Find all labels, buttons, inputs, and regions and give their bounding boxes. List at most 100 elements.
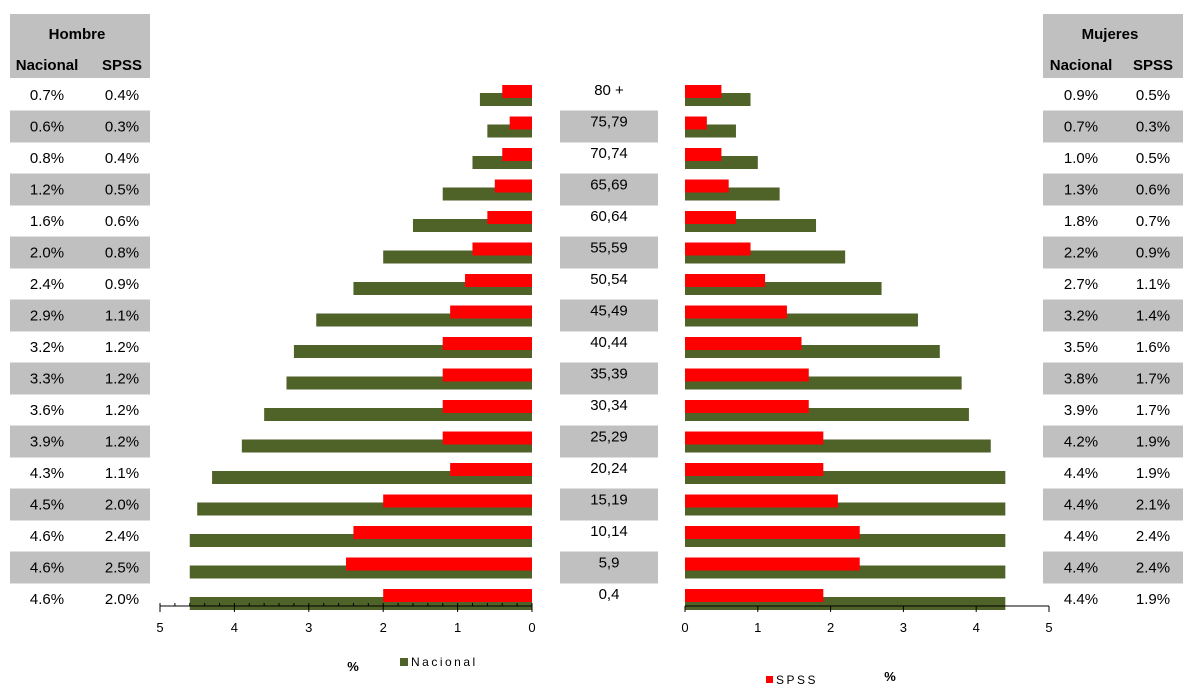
- legend-label-nacional: Nacional: [411, 655, 478, 669]
- women-spss-bar: [685, 368, 809, 382]
- women-nacional-value: 4.4%: [1064, 528, 1098, 545]
- men-nacional-value: 3.6%: [30, 402, 64, 419]
- left-x-tick-label: 3: [305, 620, 312, 635]
- women-nacional-value: 4.4%: [1064, 591, 1098, 608]
- men-table-title: Hombre: [49, 26, 106, 43]
- women-nacional-value: 2.2%: [1064, 245, 1098, 262]
- women-spss-value: 1.4%: [1136, 308, 1170, 325]
- row-stripes: [10, 14, 1183, 584]
- women-header-bg: [1043, 14, 1183, 78]
- women-spss-value: 1.7%: [1136, 371, 1170, 388]
- men-spss-bar: [450, 463, 532, 476]
- age-group-label: 80 +: [594, 82, 624, 99]
- axes: 5 4 3 2 1 0 0 1 2 3 4 5: [156, 603, 1053, 635]
- men-spss-value: 0.5%: [105, 182, 139, 199]
- men-header-spss: SPSS: [102, 57, 142, 74]
- women-nacional-value: 1.8%: [1064, 213, 1098, 230]
- right-x-tick-label: 2: [827, 620, 834, 635]
- age-row-stripe: [560, 362, 658, 395]
- men-spss-value: 0.8%: [105, 245, 139, 262]
- men-spss-value: 0.4%: [105, 150, 139, 167]
- age-group-label: 15,19: [590, 492, 628, 509]
- men-spss-bar: [442, 368, 532, 382]
- men-row-stripe: [10, 110, 150, 143]
- women-spss-bar: [685, 557, 860, 571]
- men-spss-value: 0.3%: [105, 119, 139, 136]
- men-spss-bar: [383, 589, 532, 602]
- left-x-tick-label: 1: [454, 620, 461, 635]
- women-spss-value: 2.4%: [1136, 528, 1170, 545]
- women-spss-bar: [685, 400, 809, 413]
- women-spss-bar: [685, 526, 860, 539]
- men-spss-value: 1.2%: [105, 434, 139, 451]
- men-spss-value: 1.1%: [105, 308, 139, 325]
- men-spss-bar: [450, 305, 532, 319]
- age-group-label: 75,79: [590, 114, 628, 131]
- men-nacional-value: 2.9%: [30, 308, 64, 325]
- men-header-bg: [10, 14, 150, 78]
- men-spss-value: 1.1%: [105, 465, 139, 482]
- men-row-stripe: [10, 236, 150, 269]
- age-row-stripe: [560, 551, 658, 584]
- age-row-stripe: [560, 110, 658, 143]
- right-x-tick-label: 1: [754, 620, 761, 635]
- age-group-label: 60,64: [590, 208, 628, 225]
- men-spss-bar: [383, 494, 532, 508]
- men-header-nacional: Nacional: [16, 57, 79, 74]
- men-spss-value: 1.2%: [105, 339, 139, 356]
- women-spss-bar: [685, 589, 824, 602]
- age-group-label: 0,4: [599, 586, 620, 603]
- men-nacional-value: 1.6%: [30, 213, 64, 230]
- men-spss-bar: [472, 242, 532, 256]
- women-spss-bar: [685, 211, 736, 224]
- women-row-stripe: [1043, 110, 1183, 143]
- women-spss-bar: [685, 494, 838, 508]
- men-spss-bar: [502, 148, 532, 161]
- women-spss-value: 1.9%: [1136, 465, 1170, 482]
- men-spss-bar: [442, 400, 532, 413]
- age-row-stripe: [560, 488, 658, 521]
- women-spss-bar: [685, 179, 729, 193]
- women-nacional-value: 4.4%: [1064, 497, 1098, 514]
- women-nacional-value: 1.3%: [1064, 182, 1098, 199]
- men-spss-bar: [353, 526, 532, 539]
- men-row-stripe: [10, 488, 150, 521]
- age-group-label: 10,14: [590, 523, 628, 540]
- women-row-stripe: [1043, 236, 1183, 269]
- women-header-spss: SPSS: [1133, 57, 1173, 74]
- right-x-tick-label: 3: [900, 620, 907, 635]
- women-nacional-value: 0.7%: [1064, 119, 1098, 136]
- women-nacional-value: 3.9%: [1064, 402, 1098, 419]
- women-nacional-value: 4.4%: [1064, 465, 1098, 482]
- women-nacional-value: 3.2%: [1064, 308, 1098, 325]
- men-spss-value: 2.5%: [105, 560, 139, 577]
- men-nacional-value: 1.2%: [30, 182, 64, 199]
- women-spss-value: 1.6%: [1136, 339, 1170, 356]
- left-x-tick-label: 0: [528, 620, 535, 635]
- men-row-stripe: [10, 362, 150, 395]
- men-nacional-value: 3.2%: [30, 339, 64, 356]
- legend-swatch-nacional: [400, 658, 408, 666]
- age-row-stripe: [560, 173, 658, 206]
- men-spss-value: 1.2%: [105, 371, 139, 388]
- women-header-nacional: Nacional: [1050, 57, 1113, 74]
- women-row-stripe: [1043, 362, 1183, 395]
- women-nacional-value: 2.7%: [1064, 276, 1098, 293]
- men-nacional-value: 0.6%: [30, 119, 64, 136]
- women-nacional-value: 4.4%: [1064, 560, 1098, 577]
- women-nacional-value: 3.5%: [1064, 339, 1098, 356]
- men-nacional-value: 4.6%: [30, 560, 64, 577]
- women-spss-bar: [685, 242, 751, 256]
- men-nacional-value: 4.5%: [30, 497, 64, 514]
- women-spss-bar: [685, 116, 707, 130]
- men-nacional-value: 2.0%: [30, 245, 64, 262]
- women-spss-bar: [685, 148, 722, 161]
- women-row-stripe: [1043, 551, 1183, 584]
- men-nacional-value: 2.4%: [30, 276, 64, 293]
- women-spss-bar: [685, 337, 802, 350]
- women-spss-bar: [685, 305, 787, 319]
- women-spss-value: 0.3%: [1136, 119, 1170, 136]
- age-group-label: 50,54: [590, 271, 628, 288]
- men-spss-value: 2.0%: [105, 591, 139, 608]
